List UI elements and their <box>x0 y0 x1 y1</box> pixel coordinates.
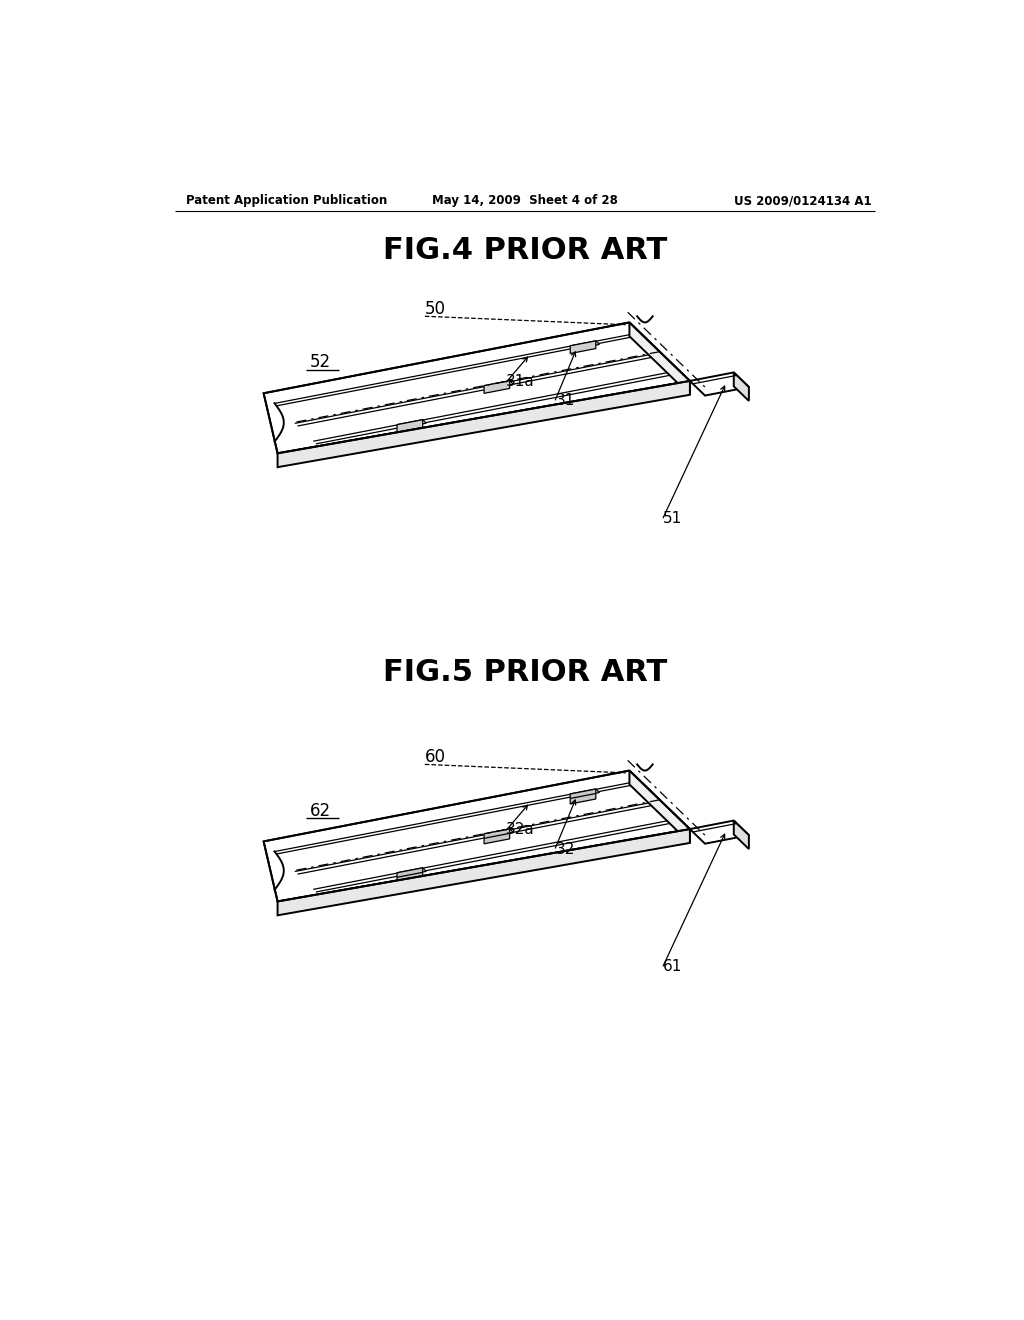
Text: 62: 62 <box>309 801 331 820</box>
Text: 31a: 31a <box>506 374 535 389</box>
Polygon shape <box>570 341 599 350</box>
Polygon shape <box>397 420 423 433</box>
Polygon shape <box>484 829 510 843</box>
Text: May 14, 2009  Sheet 4 of 28: May 14, 2009 Sheet 4 of 28 <box>432 194 617 207</box>
Text: 52: 52 <box>309 354 331 371</box>
Polygon shape <box>484 380 513 389</box>
Polygon shape <box>734 372 749 401</box>
Polygon shape <box>630 322 690 395</box>
Text: US 2009/0124134 A1: US 2009/0124134 A1 <box>734 194 872 207</box>
Text: 32a: 32a <box>506 822 535 837</box>
Text: FIG.5 PRIOR ART: FIG.5 PRIOR ART <box>383 659 667 688</box>
Text: 31: 31 <box>556 393 575 408</box>
Polygon shape <box>570 341 596 354</box>
Text: 51: 51 <box>663 511 682 527</box>
Polygon shape <box>484 380 510 393</box>
Polygon shape <box>397 867 423 883</box>
Polygon shape <box>397 420 426 428</box>
Text: 61: 61 <box>663 960 682 974</box>
Polygon shape <box>278 381 690 467</box>
Polygon shape <box>263 322 690 453</box>
Text: 32: 32 <box>556 842 575 857</box>
Polygon shape <box>278 829 690 915</box>
Polygon shape <box>570 789 596 804</box>
Text: FIG.4 PRIOR ART: FIG.4 PRIOR ART <box>383 236 667 265</box>
Polygon shape <box>734 821 749 849</box>
Polygon shape <box>484 829 513 837</box>
Polygon shape <box>397 867 426 876</box>
Polygon shape <box>263 771 690 902</box>
Text: 50: 50 <box>425 300 445 318</box>
Polygon shape <box>690 821 749 843</box>
Polygon shape <box>690 372 749 396</box>
Text: 60: 60 <box>425 747 445 766</box>
Polygon shape <box>570 789 599 797</box>
Polygon shape <box>630 771 690 843</box>
Text: Patent Application Publication: Patent Application Publication <box>186 194 387 207</box>
